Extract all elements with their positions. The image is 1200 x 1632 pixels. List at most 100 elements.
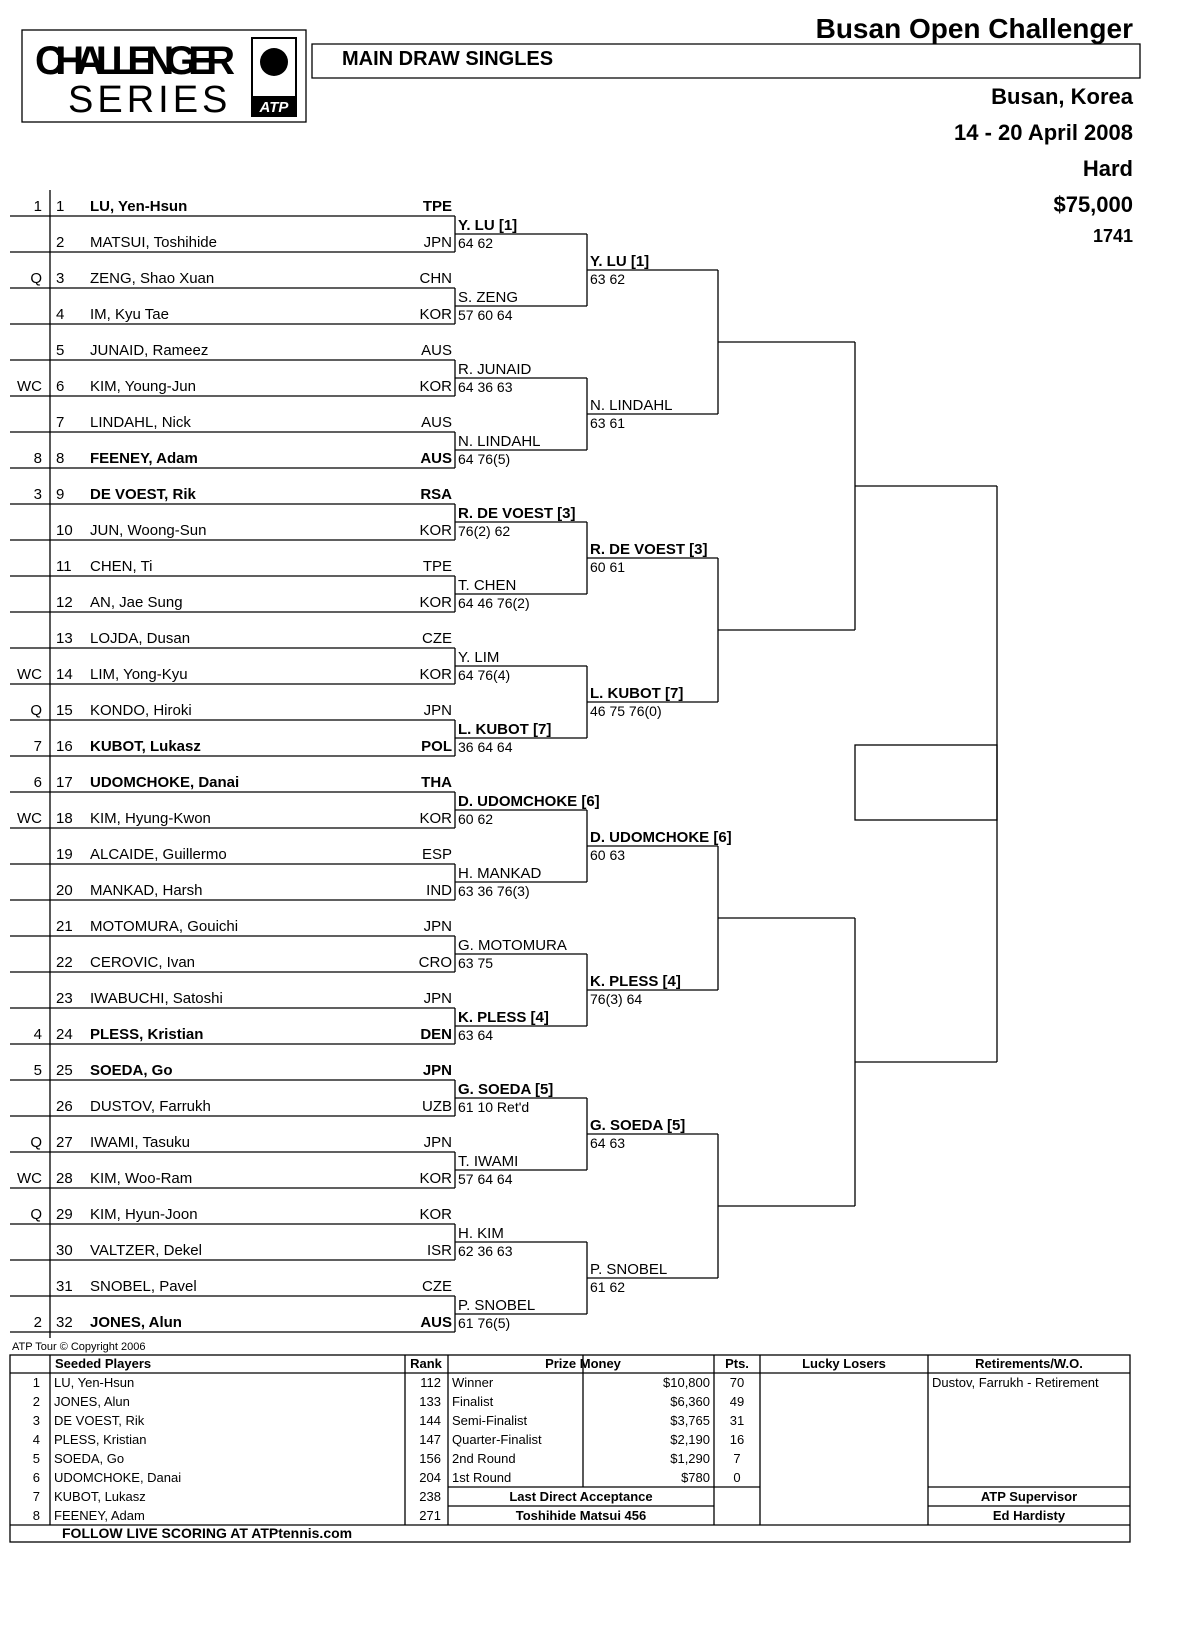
seed-rank: 156	[419, 1451, 441, 1466]
player-name: LU, Yen-Hsun	[90, 198, 187, 215]
player-position: 2	[56, 234, 64, 251]
prize-points: 16	[730, 1432, 744, 1447]
winner-name: N. LINDAHL	[458, 433, 541, 450]
player-country: DEN	[420, 1026, 452, 1043]
player-position: 8	[56, 450, 64, 467]
winner-name: K. PLESS [4]	[590, 973, 681, 990]
player-name: VALTZER, Dekel	[90, 1242, 202, 1259]
surface: Hard	[1083, 156, 1133, 181]
player-seed: 2	[34, 1314, 42, 1331]
winner-name: T. CHEN	[458, 577, 516, 594]
seed-rank: 133	[419, 1394, 441, 1409]
player-country: CHN	[420, 270, 453, 287]
match-score: 61 10 Ret'd	[458, 1099, 529, 1115]
player-name: KONDO, Hiroki	[90, 702, 192, 719]
tournament-id: 1741	[1093, 226, 1133, 246]
match-score: 63 36 76(3)	[458, 883, 530, 899]
player-position: 11	[56, 558, 72, 575]
seed-name: SOEDA, Go	[54, 1451, 124, 1466]
table-header: Retirements/W.O.	[975, 1356, 1083, 1371]
logo-badge-band	[252, 96, 296, 116]
player-position: 7	[56, 414, 64, 431]
table-header: Pts.	[725, 1356, 749, 1371]
winner-name: H. KIM	[458, 1225, 504, 1242]
prize-round: Winner	[452, 1375, 494, 1390]
player-name: MATSUI, Toshihide	[90, 234, 217, 251]
prize-points: 70	[730, 1375, 744, 1390]
player-seed: Q	[30, 702, 42, 719]
supervisor-name: Ed Hardisty	[993, 1508, 1066, 1523]
prize-amount: $2,190	[670, 1432, 710, 1447]
match-score: 64 76(4)	[458, 667, 510, 683]
winner-name: Y. LU [1]	[590, 253, 649, 270]
player-country: KOR	[419, 666, 452, 683]
seed-rank: 271	[419, 1508, 441, 1523]
player-position: 13	[56, 630, 73, 647]
player-position: 32	[56, 1314, 73, 1331]
winner-name: G. MOTOMURA	[458, 937, 567, 954]
player-name: FEENEY, Adam	[90, 450, 198, 467]
player-position: 6	[56, 378, 64, 395]
player-country: KOR	[419, 522, 452, 539]
prize-amount: $6,360	[670, 1394, 710, 1409]
logo-player-icon	[260, 48, 288, 76]
seed-name: KUBOT, Lukasz	[54, 1489, 146, 1504]
player-name: CEROVIC, Ivan	[90, 954, 195, 971]
player-position: 1	[56, 198, 64, 215]
prize-round: 1st Round	[452, 1470, 511, 1485]
player-country: CZE	[422, 1278, 452, 1295]
match-score: 60 63	[590, 847, 625, 863]
player-seed: WC	[17, 666, 42, 683]
player-position: 9	[56, 486, 64, 503]
player-country: CZE	[422, 630, 452, 647]
player-name: ZENG, Shao Xuan	[90, 270, 214, 287]
seed-name: LU, Yen-Hsun	[54, 1375, 134, 1390]
table-header: Prize Money	[545, 1356, 622, 1371]
seed-name: UDOMCHOKE, Danai	[54, 1470, 181, 1485]
player-seed: WC	[17, 378, 42, 395]
player-country: JPN	[424, 702, 452, 719]
player-position: 3	[56, 270, 64, 287]
player-name: SOEDA, Go	[90, 1062, 173, 1079]
player-seed: 6	[34, 774, 42, 791]
location: Busan, Korea	[991, 84, 1134, 109]
match-score: 57 64 64	[458, 1171, 513, 1187]
match-score: 76(3) 64	[590, 991, 642, 1007]
seed-name: FEENEY, Adam	[54, 1508, 145, 1523]
player-country: AUS	[421, 342, 452, 359]
prize-amount: $780	[681, 1470, 710, 1485]
player-name: SNOBEL, Pavel	[90, 1278, 197, 1295]
player-position: 23	[56, 990, 73, 1007]
seed-rank: 238	[419, 1489, 441, 1504]
player-position: 20	[56, 882, 73, 899]
copyright: ATP Tour © Copyright 2006	[12, 1341, 145, 1353]
seed-number: 2	[33, 1394, 40, 1409]
player-position: 15	[56, 702, 73, 719]
seed-number: 7	[33, 1489, 40, 1504]
player-country: KOR	[419, 378, 452, 395]
logo-line2: SERIES	[68, 79, 231, 121]
match-score: 36 64 64	[458, 739, 513, 755]
player-country: AUS	[421, 414, 452, 431]
player-country: KOR	[419, 594, 452, 611]
logo-line1: CHALLENGER	[35, 39, 235, 83]
match-score: 57 60 64	[458, 307, 513, 323]
footer-table-frame	[9, 1354, 1131, 1543]
match-score: 63 64	[458, 1027, 493, 1043]
seed-number: 6	[33, 1470, 40, 1485]
player-country: JPN	[423, 1062, 452, 1079]
winner-name: R. DE VOEST [3]	[590, 541, 708, 558]
table-header: Rank	[410, 1356, 443, 1371]
player-country: JPN	[424, 918, 452, 935]
player-name: JUNAID, Rameez	[90, 342, 208, 359]
player-country: THA	[421, 774, 452, 791]
player-seed: Q	[30, 1206, 42, 1223]
player-country: TPE	[423, 198, 452, 215]
dates: 14 - 20 April 2008	[954, 120, 1133, 145]
retirement: Dustov, Farrukh - Retirement	[932, 1375, 1099, 1390]
player-country: RSA	[420, 486, 452, 503]
winner-name: P. SNOBEL	[458, 1297, 535, 1314]
player-name: IWABUCHI, Satoshi	[90, 990, 223, 1007]
seed-name: JONES, Alun	[54, 1394, 130, 1409]
live-scoring: FOLLOW LIVE SCORING AT ATPtennis.com	[62, 1525, 352, 1541]
